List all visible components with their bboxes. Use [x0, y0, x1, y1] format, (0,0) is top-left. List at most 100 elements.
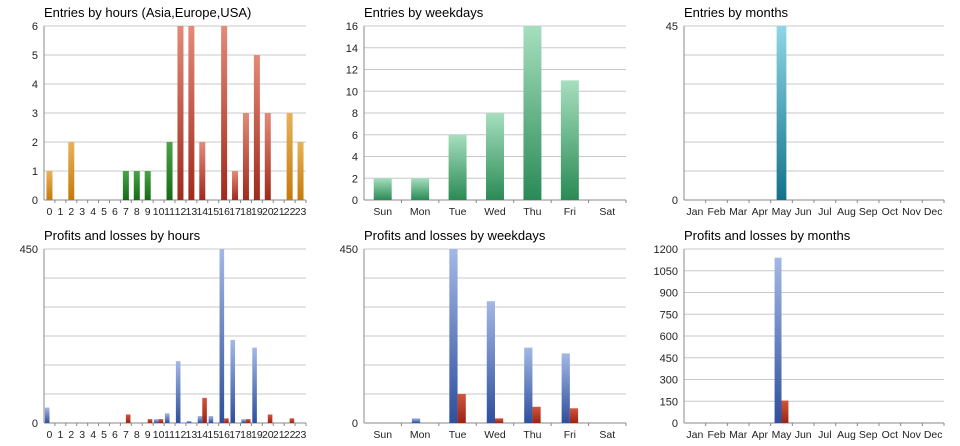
x-tick-label: 4: [90, 206, 96, 218]
y-tick-label: 8: [352, 108, 358, 120]
y-tick-label: 12: [346, 65, 358, 77]
x-tick-label: Oct: [882, 429, 898, 441]
x-tick-label: 15: [207, 206, 219, 218]
x-tick-label: Oct: [882, 206, 898, 218]
x-tick-label: 20: [262, 429, 274, 441]
y-tick-label: 1050: [654, 266, 678, 278]
profit-bar: [175, 361, 181, 423]
chart-title: Entries by weekdays: [364, 5, 484, 20]
x-tick-label: Jul: [818, 429, 831, 441]
bar: [166, 142, 173, 200]
x-tick-label: 17: [229, 206, 241, 218]
y-tick-label: 14: [346, 43, 358, 55]
x-tick-label: 22: [284, 206, 296, 218]
x-tick-label: Feb: [707, 206, 725, 218]
profit-bar: [561, 353, 570, 423]
profit-bar: [241, 419, 246, 423]
x-tick-label: 5: [101, 206, 107, 218]
bar: [373, 178, 392, 200]
profit-bar: [230, 339, 236, 423]
y-tick-label: 4: [32, 79, 38, 91]
x-tick-label: 9: [145, 206, 151, 218]
y-tick-label: 1: [32, 166, 38, 178]
x-tick-label: Mon: [410, 429, 431, 441]
y-tick-label: 4: [352, 152, 358, 164]
x-tick-label: 14: [196, 206, 208, 218]
profit-bar: [197, 416, 203, 423]
x-tick-label: Jul: [818, 206, 831, 218]
x-tick-label: Nov: [902, 429, 921, 441]
y-tick-label: 450: [20, 244, 38, 256]
x-tick-label: Fri: [564, 206, 576, 218]
x-tick-label: 7: [123, 429, 129, 441]
x-tick-label: 17: [229, 429, 241, 441]
y-tick-label: 6: [32, 21, 38, 33]
x-tick-label: Fri: [564, 429, 576, 441]
profit-bar: [449, 249, 458, 423]
chart-profits-losses-by-months: Profits and losses by months 0 150 300 450 6…: [654, 228, 945, 441]
profit-bar: [486, 301, 495, 423]
chart-title: Profits and losses by weekdays: [364, 228, 546, 243]
y-tick-label: 45: [666, 21, 678, 33]
x-tick-label: 21: [273, 206, 285, 218]
chart-title: Entries by months: [684, 5, 789, 20]
chart-entries-by-weekdays: Entries by weekdays 0 2 4 6 8 10 12 14 16 Sun Mon T…: [346, 5, 627, 218]
y-tick-label: 5: [32, 50, 38, 62]
chart-title: Entries by hours (Asia,Europe,USA): [44, 5, 251, 20]
y-tick-label: 750: [660, 309, 678, 321]
x-tick-label: Aug: [837, 429, 856, 441]
bar: [46, 171, 53, 200]
bar: [177, 26, 184, 200]
profit-bar: [252, 347, 257, 423]
profit-bar: [44, 407, 50, 423]
x-tick-label: Jun: [795, 429, 812, 441]
loss-bar: [781, 400, 789, 423]
x-tick-label: Mon: [410, 206, 431, 218]
bar: [776, 26, 787, 200]
x-tick-label: 8: [134, 206, 140, 218]
profit-bar: [774, 257, 782, 423]
y-tick-label: 900: [660, 288, 678, 300]
y-tick-label: 2: [32, 137, 38, 149]
x-tick-label: 16: [218, 206, 230, 218]
profit-bar: [524, 347, 533, 423]
x-tick-label: 18: [240, 206, 252, 218]
x-tick-label: Sep: [859, 206, 878, 218]
x-tick-label: Mar: [729, 429, 748, 441]
y-tick-label: 3: [32, 108, 38, 120]
x-tick-label: Wed: [484, 429, 506, 441]
x-tick-label: 22: [284, 429, 296, 441]
bar: [221, 26, 228, 200]
bar: [188, 26, 195, 200]
x-tick-label: Tue: [449, 429, 467, 441]
loss-bar: [147, 419, 153, 423]
x-tick-label: 3: [79, 206, 85, 218]
bar: [297, 142, 304, 200]
x-tick-label: Thu: [523, 429, 541, 441]
x-tick-label: Mar: [729, 206, 748, 218]
y-tick-label: 450: [340, 244, 358, 256]
x-tick-label: 10: [153, 429, 165, 441]
x-tick-label: Sat: [599, 206, 615, 218]
chart-entries-by-hours: Entries by hours (Asia,Europe,USA) 01234…: [32, 5, 307, 218]
y-tick-label: 1200: [654, 244, 678, 256]
x-tick-label: 5: [101, 429, 107, 441]
x-tick-label: 11: [164, 206, 175, 218]
x-tick-label: Apr: [752, 206, 769, 218]
y-tick-label: 0: [672, 418, 678, 430]
x-tick-label: 16: [218, 429, 230, 441]
x-tick-label: 11: [164, 429, 175, 441]
x-tick-label: Tue: [449, 206, 467, 218]
x-tick-label: May: [772, 429, 793, 441]
profit-bar: [164, 413, 170, 423]
bar: [523, 26, 542, 200]
x-tick-label: Dec: [924, 429, 943, 441]
y-tick-label: 10: [346, 86, 358, 98]
x-tick-label: 18: [240, 429, 252, 441]
bar: [242, 113, 249, 200]
x-tick-label: 0: [47, 429, 53, 441]
profit-bar: [186, 421, 192, 423]
loss-bar: [224, 418, 229, 423]
profit-bar: [411, 418, 421, 423]
loss-bar: [495, 418, 504, 423]
